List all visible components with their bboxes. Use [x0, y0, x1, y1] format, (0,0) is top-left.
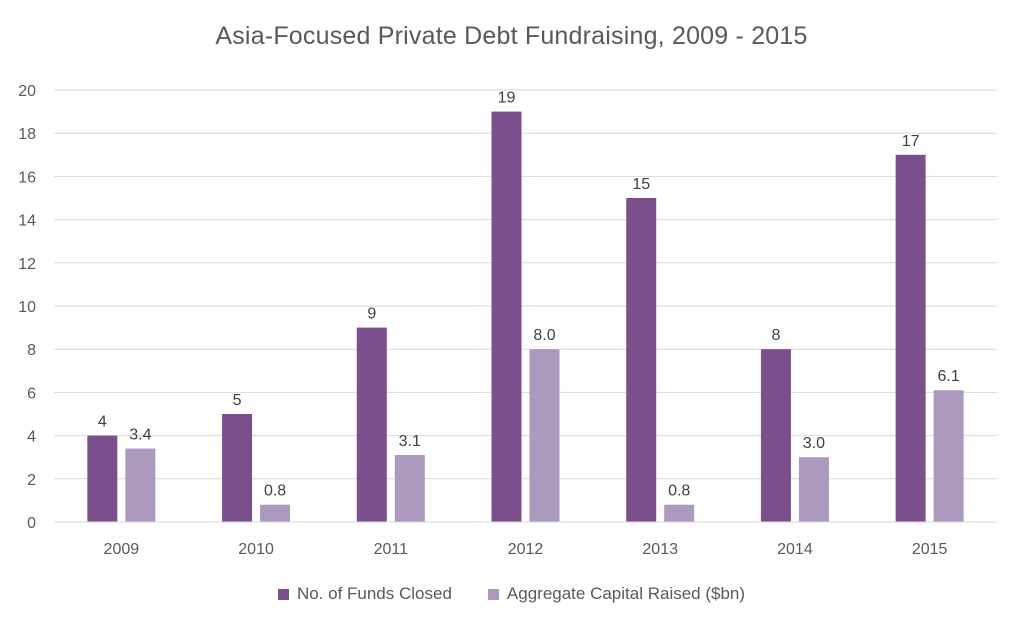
bar-capital-raised-2013 — [664, 504, 695, 522]
legend-label-capital-raised: Aggregate Capital Raised ($bn) — [506, 584, 746, 603]
x-tick-label: 2015 — [912, 541, 948, 558]
data-label: 17 — [902, 133, 920, 150]
data-label: 6.1 — [938, 368, 960, 385]
legend-swatch-capital-raised — [487, 588, 499, 600]
data-label: 8.0 — [533, 327, 555, 344]
data-label: 19 — [498, 90, 516, 107]
legend-item-funds-closed: No. of Funds Closed — [277, 584, 452, 604]
bar-capital-raised-2011 — [394, 455, 425, 522]
bar-capital-raised-2009 — [125, 448, 156, 522]
bar-capital-raised-2010 — [260, 504, 291, 522]
y-tick-label: 16 — [18, 169, 36, 186]
bar-funds-closed-2015 — [895, 154, 926, 523]
bar-funds-closed-2010 — [222, 414, 253, 522]
bar-capital-raised-2014 — [798, 457, 829, 522]
bar-funds-closed-2009 — [87, 435, 118, 522]
chart-title: Asia-Focused Private Debt Fundraising, 2… — [215, 22, 808, 50]
data-label: 0.8 — [264, 483, 286, 500]
legend-swatch-funds-closed — [277, 588, 289, 600]
bar-funds-closed-2011 — [356, 327, 387, 522]
x-tick-label: 2013 — [642, 541, 678, 558]
y-tick-label: 14 — [18, 213, 36, 230]
data-label: 3.1 — [399, 433, 421, 450]
y-tick-label: 8 — [27, 342, 36, 359]
data-label: 0.8 — [668, 483, 690, 500]
data-label: 3.4 — [129, 427, 151, 444]
data-label: 5 — [233, 392, 242, 409]
chart-legend: No. of Funds Closed Aggregate Capital Ra… — [0, 584, 1023, 604]
x-tick-label: 2009 — [104, 541, 140, 558]
data-label: 8 — [771, 327, 780, 344]
data-label: 15 — [632, 176, 650, 193]
y-tick-label: 10 — [18, 299, 36, 316]
y-tick-label: 2 — [27, 472, 36, 489]
y-tick-label: 0 — [27, 515, 36, 532]
bar-funds-closed-2013 — [626, 198, 657, 522]
legend-label-funds-closed: No. of Funds Closed — [296, 584, 452, 603]
y-tick-label: 12 — [18, 256, 36, 273]
data-label: 9 — [367, 306, 376, 323]
x-tick-label: 2014 — [777, 541, 813, 558]
data-label: 4 — [98, 414, 107, 431]
legend-item-capital-raised: Aggregate Capital Raised ($bn) — [487, 584, 746, 604]
bar-capital-raised-2015 — [933, 390, 964, 522]
y-tick-label: 20 — [18, 83, 36, 100]
y-tick-label: 4 — [27, 429, 36, 446]
x-tick-label: 2011 — [374, 541, 409, 558]
y-tick-label: 6 — [27, 385, 36, 402]
bar-funds-closed-2014 — [760, 349, 791, 522]
x-tick-label: 2012 — [508, 541, 544, 558]
x-tick-label: 2010 — [238, 541, 274, 558]
data-label: 3.0 — [803, 435, 825, 452]
y-tick-label: 18 — [18, 126, 36, 143]
bar-capital-raised-2012 — [529, 349, 560, 522]
bar-funds-closed-2012 — [491, 111, 522, 522]
